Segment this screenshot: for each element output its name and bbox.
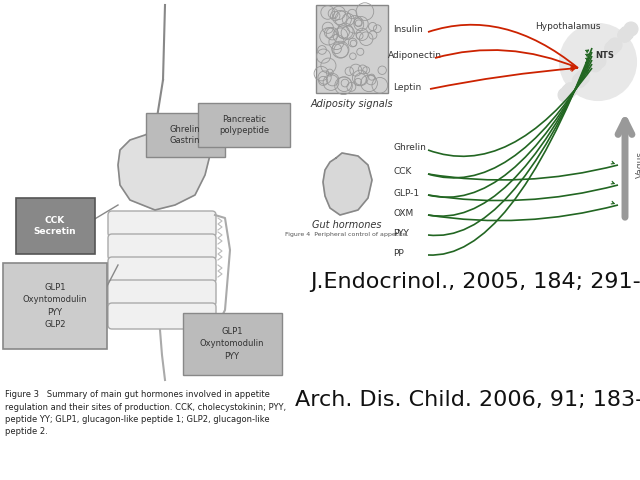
Text: OXM: OXM [393,208,413,217]
Polygon shape [118,126,210,210]
FancyBboxPatch shape [183,313,282,375]
FancyBboxPatch shape [108,303,216,329]
Text: GLP-1: GLP-1 [393,189,419,197]
Text: Ghrelin: Ghrelin [393,144,426,153]
Circle shape [618,28,632,42]
FancyBboxPatch shape [108,234,216,260]
FancyBboxPatch shape [198,103,290,147]
FancyBboxPatch shape [108,257,216,283]
Text: Adiposity signals: Adiposity signals [310,99,394,109]
Circle shape [588,58,602,72]
Text: Vagus: Vagus [636,152,640,179]
Text: CCK: CCK [393,168,412,177]
Circle shape [624,22,638,36]
Circle shape [558,88,572,102]
Text: Pancreatic
polypeptide: Pancreatic polypeptide [219,115,269,135]
FancyBboxPatch shape [3,263,107,349]
Text: Hypothalamus: Hypothalamus [535,22,601,31]
Text: Insulin: Insulin [393,25,423,35]
Polygon shape [323,153,372,215]
Circle shape [575,71,589,84]
Circle shape [572,73,586,88]
FancyBboxPatch shape [108,280,216,306]
Text: Arch. Dis. Child. 2006, 91; 183-187: Arch. Dis. Child. 2006, 91; 183-187 [295,390,640,410]
Circle shape [561,84,575,98]
Circle shape [620,26,634,40]
FancyBboxPatch shape [108,211,216,237]
Circle shape [592,54,606,68]
Text: CCK
Secretin: CCK Secretin [34,216,76,237]
Text: Figure 3   Summary of main gut hormones involved in appetite
regulation and thei: Figure 3 Summary of main gut hormones in… [5,390,286,436]
Circle shape [605,41,619,55]
Text: PYY: PYY [393,228,409,238]
Text: Gut hormones: Gut hormones [312,220,381,230]
Text: GLP1
Oxyntomodulin
PYY: GLP1 Oxyntomodulin PYY [200,327,264,361]
Circle shape [560,24,636,100]
Text: Ghrelin
Gastrin: Ghrelin Gastrin [170,125,200,145]
Text: NTS: NTS [596,50,614,60]
Circle shape [608,38,622,52]
FancyBboxPatch shape [16,198,95,254]
Circle shape [563,83,577,97]
Text: Figure 4  Peripheral control of appetite.: Figure 4 Peripheral control of appetite. [285,232,409,237]
Text: GLP1
Oxyntomodulin
PYY
GLP2: GLP1 Oxyntomodulin PYY GLP2 [23,283,87,329]
FancyBboxPatch shape [146,113,225,157]
Text: J.Endocrinol., 2005, 184; 291-318: J.Endocrinol., 2005, 184; 291-318 [310,272,640,292]
Text: Adiponectin: Adiponectin [388,51,442,60]
Text: PP: PP [393,249,404,257]
Text: Leptin: Leptin [393,83,421,92]
FancyBboxPatch shape [316,5,388,93]
